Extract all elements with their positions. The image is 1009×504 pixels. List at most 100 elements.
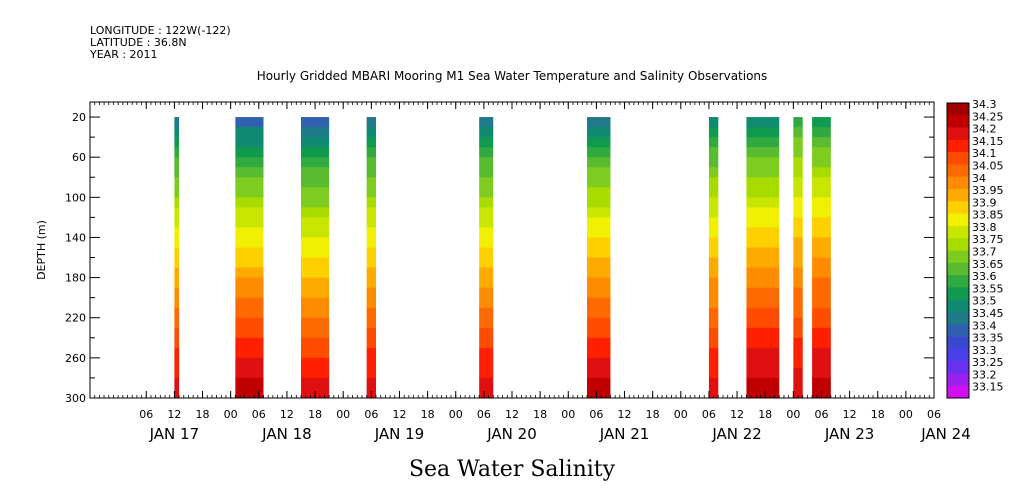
salinity-cell bbox=[746, 347, 780, 359]
x-tick-label: 00 bbox=[899, 408, 913, 421]
colorbar-label: 34 bbox=[972, 172, 986, 185]
salinity-cell bbox=[708, 187, 719, 198]
salinity-cell bbox=[366, 287, 377, 299]
y-tick-label: 60 bbox=[72, 151, 86, 164]
salinity-cell bbox=[812, 377, 831, 389]
colorbar-swatch bbox=[947, 189, 969, 202]
salinity-cell bbox=[479, 347, 494, 359]
salinity-cell bbox=[174, 197, 180, 208]
salinity-cell bbox=[174, 127, 180, 138]
salinity-cell bbox=[793, 327, 803, 339]
salinity-cell bbox=[366, 237, 377, 248]
salinity-cell bbox=[235, 247, 264, 259]
salinity-cell bbox=[235, 347, 264, 359]
salinity-cell bbox=[366, 127, 377, 138]
salinity-cell bbox=[479, 247, 494, 259]
salinity-cell bbox=[174, 187, 180, 198]
salinity-cell bbox=[174, 217, 180, 228]
salinity-cell bbox=[793, 217, 803, 228]
salinity-cell bbox=[174, 267, 180, 279]
x-tick-label: 00 bbox=[561, 408, 575, 421]
salinity-cell bbox=[301, 127, 330, 138]
salinity-cell bbox=[587, 157, 611, 168]
salinity-cell bbox=[587, 197, 611, 208]
salinity-cell bbox=[479, 157, 494, 168]
x-tick-label: 06 bbox=[364, 408, 378, 421]
salinity-cell bbox=[708, 137, 719, 148]
salinity-cell bbox=[235, 327, 264, 339]
salinity-cell bbox=[587, 307, 611, 319]
salinity-cell bbox=[235, 157, 264, 168]
salinity-cell bbox=[174, 387, 180, 399]
salinity-cell bbox=[746, 227, 780, 238]
salinity-cell bbox=[479, 147, 494, 158]
salinity-cell bbox=[746, 317, 780, 329]
salinity-cell bbox=[587, 257, 611, 269]
salinity-cell bbox=[301, 207, 330, 218]
salinity-cell bbox=[793, 247, 803, 259]
colorbar-label: 34.15 bbox=[972, 135, 1004, 148]
salinity-cell bbox=[479, 187, 494, 198]
salinity-cell bbox=[587, 347, 611, 359]
y-tick-label: 180 bbox=[65, 272, 86, 285]
salinity-cell bbox=[174, 257, 180, 269]
x-tick-label: 12 bbox=[280, 408, 294, 421]
salinity-cell bbox=[793, 227, 803, 238]
salinity-cell bbox=[301, 167, 330, 178]
colorbar-swatch bbox=[947, 139, 969, 153]
salinity-cell bbox=[812, 167, 831, 178]
salinity-cell bbox=[708, 307, 719, 319]
salinity-cell bbox=[479, 387, 494, 399]
x-tick-label: 18 bbox=[758, 408, 772, 421]
salinity-cell bbox=[366, 137, 377, 148]
salinity-cell bbox=[587, 297, 611, 309]
salinity-cell bbox=[301, 247, 330, 259]
salinity-cell bbox=[235, 167, 264, 178]
x-tick-label: 06 bbox=[702, 408, 716, 421]
salinity-cell bbox=[235, 197, 264, 208]
colorbar-swatch bbox=[947, 324, 969, 337]
salinity-cell bbox=[366, 337, 377, 349]
salinity-cell bbox=[479, 297, 494, 309]
date-label: JAN 18 bbox=[261, 425, 312, 443]
salinity-cell bbox=[708, 147, 719, 158]
salinity-cell bbox=[235, 237, 264, 248]
salinity-cell bbox=[174, 117, 180, 128]
salinity-cell bbox=[793, 167, 803, 178]
salinity-cell bbox=[479, 237, 494, 248]
salinity-cell bbox=[587, 147, 611, 158]
salinity-cell bbox=[793, 277, 803, 289]
salinity-cell bbox=[812, 157, 831, 168]
salinity-cell bbox=[708, 287, 719, 299]
colorbar-label: 33.15 bbox=[972, 381, 1004, 394]
salinity-cell bbox=[746, 367, 780, 379]
salinity-cell bbox=[301, 267, 330, 279]
salinity-cell bbox=[793, 387, 803, 399]
observation-block bbox=[587, 117, 611, 399]
salinity-cell bbox=[479, 117, 494, 128]
observation-block bbox=[301, 117, 330, 399]
salinity-cell bbox=[812, 267, 831, 279]
salinity-cell bbox=[746, 267, 780, 279]
salinity-cell bbox=[812, 207, 831, 218]
salinity-cell bbox=[793, 287, 803, 299]
salinity-cell bbox=[746, 387, 780, 399]
salinity-cell bbox=[793, 177, 803, 188]
salinity-cell bbox=[708, 357, 719, 369]
salinity-cell bbox=[366, 187, 377, 198]
salinity-cell bbox=[708, 317, 719, 329]
colorbar-swatch bbox=[947, 152, 969, 165]
colorbar-swatch bbox=[947, 336, 969, 350]
salinity-cell bbox=[366, 317, 377, 329]
salinity-cell bbox=[708, 277, 719, 289]
salinity-cell bbox=[366, 357, 377, 369]
y-tick-label: 100 bbox=[65, 191, 86, 204]
latitude-label: LATITUDE : 36.8N bbox=[90, 36, 187, 49]
salinity-cell bbox=[235, 387, 264, 399]
salinity-cell bbox=[587, 227, 611, 238]
salinity-cell bbox=[746, 277, 780, 289]
salinity-cell bbox=[587, 167, 611, 178]
salinity-cell bbox=[366, 297, 377, 309]
date-label: JAN 17 bbox=[149, 425, 200, 443]
colorbar-swatch bbox=[947, 164, 969, 178]
